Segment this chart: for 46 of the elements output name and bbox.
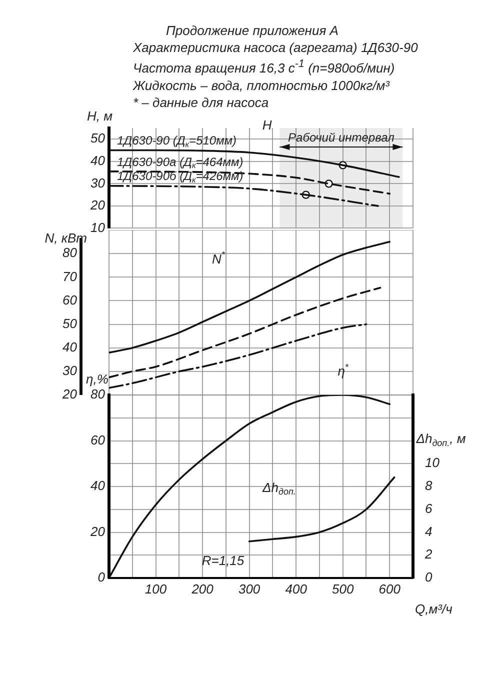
y-tick-label: 20 [90,524,106,539]
y-tick-label: 0 [98,570,106,585]
x-tick-label: 400 [285,581,308,596]
chart-title: Продолжение приложения А [166,23,338,38]
y-tick-label: 40 [62,339,78,354]
annotation: N* [212,250,226,266]
line-series [109,323,368,389]
y-tick-label: 60 [62,292,78,308]
y-tick-label: 50 [62,316,78,331]
line-series [109,286,382,378]
line-series [109,184,379,207]
y-tick-label: 80 [90,386,106,402]
y-tick-label: 40 [90,478,106,494]
y-axis-title: N, кВт [44,230,88,246]
y-tick-label: 20 [90,198,106,213]
y-tick-label: 30 [62,363,78,378]
y-tick-label: 60 [90,432,106,448]
y2-tick-label: 8 [425,478,433,494]
x-tick-label: 200 [190,581,214,596]
y-tick-label: 70 [62,268,78,284]
y2-tick-label: 0 [425,570,433,585]
annotation: R=1,15 [202,553,245,568]
x-tick-label: 100 [144,581,168,596]
y-tick-label: 80 [62,245,78,260]
y-tick-label: 30 [90,175,106,190]
line-series [248,476,396,542]
line-series [109,170,391,195]
annotation: H [262,118,272,133]
chart-subtitle: Характеристика насоса (агрегата) 1Д630-90 Частота вращения 16,3 с$^{-1}$ (n=980об/мин) Жидкость – вода, плотностью 1000кг/м³ * – данные для насоса [133,39,418,112]
y2-tick-label: 2 [424,546,433,562]
y-tick-label: 40 [90,153,106,168]
x-tick-label: 500 [332,581,354,596]
y-tick-label: 50 [90,130,106,146]
y-axis-title: H, м [87,108,113,124]
x-tick-label: 300 [238,581,261,596]
y-tick-label: 10 [90,220,106,235]
y-axis-title: η,% [86,372,108,387]
y2-tick-label: 10 [425,455,440,470]
y-tick-label: 20 [62,386,78,402]
band-label: Рабочий интервал [288,130,395,144]
x-axis-title: Q,м³/ч [415,602,453,617]
annotation: η* [338,362,349,379]
line-series [109,240,391,354]
y2-tick-label: 6 [425,500,433,516]
x-tick-label: 600 [378,581,402,596]
y2-tick-label: 4 [425,524,432,539]
